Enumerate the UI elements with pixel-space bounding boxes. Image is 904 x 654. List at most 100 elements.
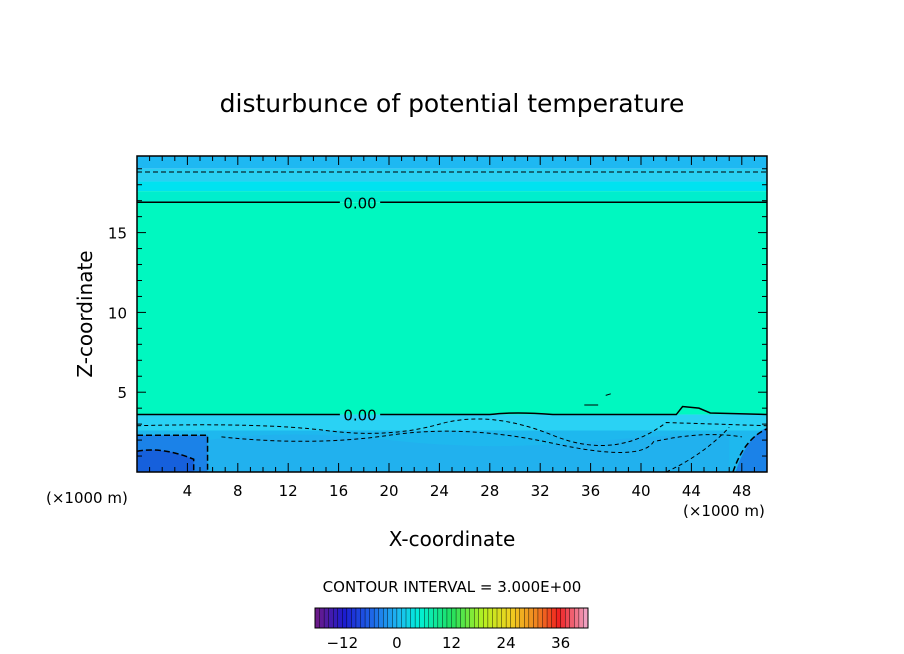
colorbar-cell: [396, 607, 402, 629]
colorbar-cell: [442, 607, 448, 629]
colorbar-cell: [342, 607, 348, 629]
colorbar-cell: [533, 607, 539, 629]
contour-cold-pool-left: [137, 434, 209, 472]
x-axis-ticks: 4 8 12 16 20 24 28 32 36 40 44 48: [149, 156, 755, 500]
colorbar-cell: [515, 607, 521, 629]
colorbar-cell: [337, 607, 343, 629]
colorbar-cell: [333, 607, 339, 629]
fill-band: [137, 168, 767, 182]
y-tick-label: 15: [108, 225, 127, 243]
colorbar-cell: [387, 607, 393, 629]
colorbar-cell: [469, 607, 475, 629]
contour-labels: 0.00 0.00: [343, 194, 376, 424]
x-unit-right: (×1000 m): [683, 502, 765, 520]
colorbar-cell: [528, 607, 534, 629]
colorbar-cell: [328, 607, 334, 629]
colorbar-cell: [501, 607, 507, 629]
colorbar-cell: [392, 607, 398, 629]
field-fill: [137, 156, 767, 472]
fill-band: [137, 156, 767, 169]
colorbar-cell: [492, 607, 498, 629]
colorbar-tick-label: 0: [392, 634, 402, 652]
y-axis-label: Z-coordinate: [73, 250, 97, 377]
colorbar-cell: [542, 607, 548, 629]
fill-band: [137, 202, 767, 415]
low-level-band: [207, 434, 730, 472]
x-tick-label: 8: [233, 482, 243, 500]
fill-band: [137, 414, 767, 431]
contour-lines: [136, 171, 768, 473]
x-tick-label: 36: [581, 482, 600, 500]
x-tick-label: 44: [682, 482, 701, 500]
colorbar-cell: [537, 607, 543, 629]
colorbar-cell: [555, 607, 562, 629]
colorbar-cell: [437, 607, 443, 629]
colorbar-cell: [355, 607, 361, 629]
colorbar-cell: [510, 607, 516, 629]
contour-label: 0.00: [343, 194, 376, 212]
colorbar-cell: [474, 607, 480, 629]
fill-band: [137, 181, 767, 192]
colorbar-cell: [383, 607, 389, 629]
contour-negative-lower-2: [221, 430, 742, 453]
contour-negative-lower: [136, 418, 768, 446]
y-axis-ticks: 5 10 15: [108, 168, 767, 457]
colorbar-cell: [551, 607, 557, 629]
colorbar-cell: [378, 607, 384, 629]
colorbar-cell: [405, 607, 411, 629]
y-tick-label: 10: [108, 304, 127, 322]
colorbar-cell: [319, 607, 325, 629]
contour-interval: CONTOUR INTERVAL = 3.000E+00: [323, 578, 582, 596]
x-unit-left: (×1000 m): [46, 489, 128, 507]
contour-fragment: [584, 393, 611, 406]
colorbar-tick-label: 24: [497, 634, 516, 652]
chart-title: disturbunce of potential temperature: [220, 89, 685, 118]
contour-cold-core-left: [136, 449, 195, 472]
colorbar-cell: [496, 607, 502, 629]
contour-label: 0.00: [343, 407, 376, 425]
cold-pool-right: [735, 427, 767, 472]
colorbar-cell: [401, 607, 407, 629]
colorbar-cell: [560, 607, 566, 629]
colorbar-cell: [410, 607, 416, 629]
colorbar-cell: [464, 607, 471, 629]
colorbar-cell: [364, 607, 370, 629]
colorbar-cell: [419, 607, 425, 629]
x-tick-label: 28: [480, 482, 499, 500]
colorbar-cell: [478, 607, 484, 629]
y-tick-label: 5: [117, 384, 127, 402]
colorbar-cell: [414, 607, 421, 629]
colorbar-tick-label: 12: [442, 634, 461, 652]
colorbar-cell: [351, 607, 357, 629]
colorbar-cell: [460, 607, 466, 629]
x-tick-label: 4: [183, 482, 193, 500]
cold-core-left: [137, 449, 194, 472]
colorbar-cell: [360, 607, 366, 629]
x-tick-label: 20: [379, 482, 398, 500]
colorbar-cell: [483, 607, 489, 629]
colorbar-tick-label: −12: [326, 634, 358, 652]
contour-cold-pool-right: [732, 428, 768, 473]
colorbar-cell: [455, 607, 461, 629]
colorbar-cell: [569, 607, 575, 629]
colorbar-cell: [578, 607, 584, 629]
colorbar-cell: [519, 607, 525, 629]
x-tick-label: 16: [329, 482, 348, 500]
x-tick-label: 40: [631, 482, 650, 500]
x-tick-label: 48: [732, 482, 751, 500]
x-tick-label: 24: [430, 482, 449, 500]
colorbar-cell: [487, 607, 493, 629]
colorbar-cell: [314, 607, 320, 629]
colorbar-cell: [583, 607, 589, 629]
colorbar-cell: [446, 607, 452, 629]
fill-band: [137, 191, 767, 203]
colorbar-cell: [428, 607, 434, 629]
colorbar-cell: [451, 607, 457, 629]
contour-negative-right: [665, 426, 730, 473]
colorbar-cell: [323, 607, 330, 629]
colorbar-cell: [505, 607, 512, 629]
colorbar-cell: [373, 607, 380, 629]
colorbar-cell: [565, 607, 571, 629]
contour-zero-lower: [137, 405, 768, 416]
